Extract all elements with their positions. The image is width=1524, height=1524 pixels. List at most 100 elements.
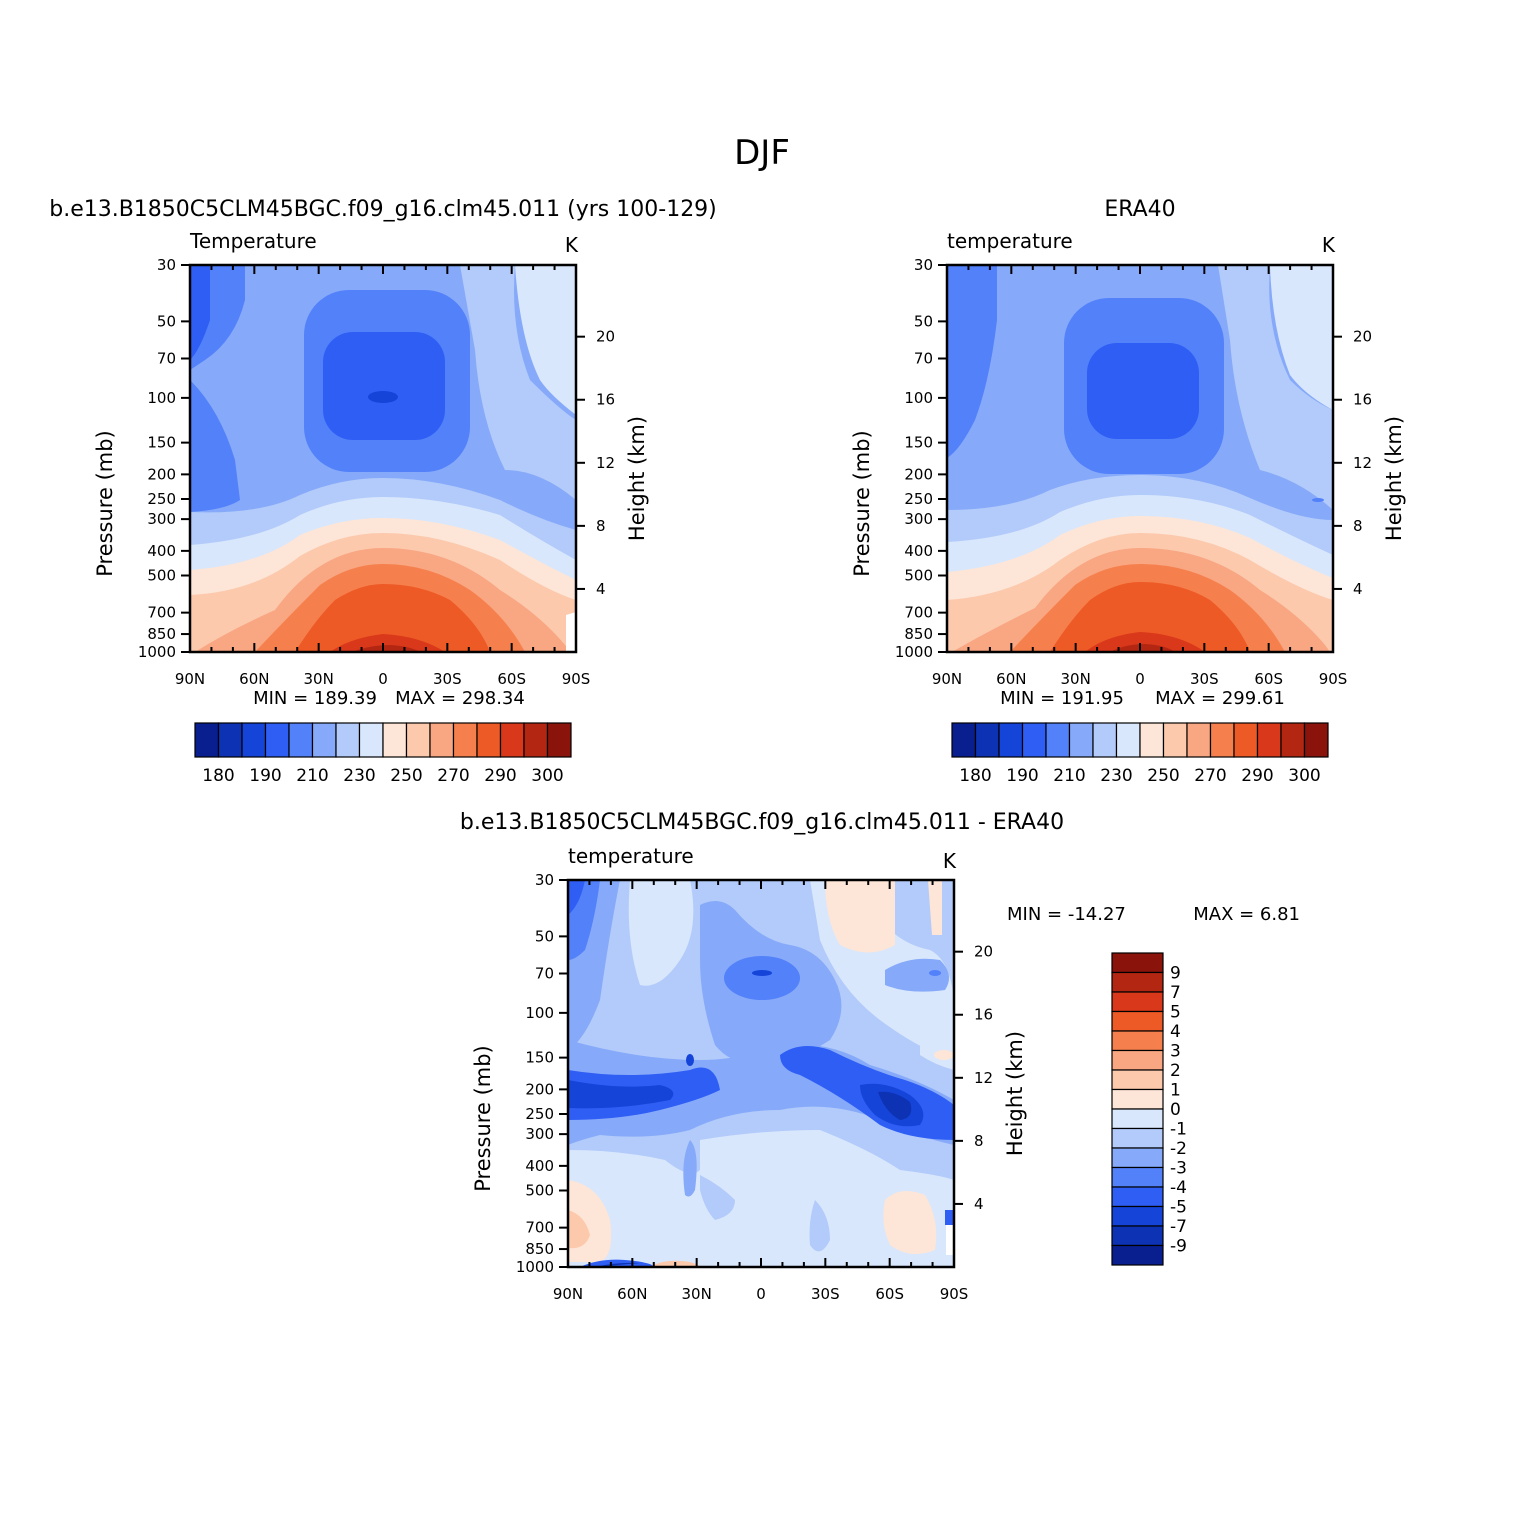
colorbar-box bbox=[998, 722, 1024, 758]
colorbar-box bbox=[405, 722, 431, 758]
y-tick-label: 400 bbox=[525, 1157, 554, 1175]
colorbar-label: 3 bbox=[1170, 1042, 1181, 1062]
x-tick-label: 90N bbox=[175, 670, 205, 688]
colorbar-label: 230 bbox=[1100, 766, 1132, 786]
y-tick-label: 700 bbox=[147, 604, 176, 622]
y-tick-label: 150 bbox=[147, 434, 176, 452]
colorbar-box bbox=[264, 722, 290, 758]
y-tick-label: 700 bbox=[904, 604, 933, 622]
y-tick-label: 150 bbox=[904, 434, 933, 452]
panel-diff-max: MAX = 6.81 bbox=[1193, 904, 1300, 925]
colorbar-box bbox=[1111, 971, 1164, 993]
y-tick-label: 70 bbox=[535, 965, 554, 983]
colorbar-box bbox=[288, 722, 314, 758]
colorbar-box bbox=[974, 722, 1000, 758]
colorbar-label: -2 bbox=[1170, 1139, 1187, 1159]
y-right-tick-label: 4 bbox=[596, 580, 606, 598]
colorbar-label: 290 bbox=[1241, 766, 1273, 786]
colorbar-box bbox=[1111, 952, 1164, 974]
colorbar-box bbox=[1045, 722, 1071, 758]
y-tick-label: 850 bbox=[147, 625, 176, 643]
y-tick-label: 200 bbox=[525, 1080, 554, 1098]
colorbar-label: -7 bbox=[1170, 1217, 1187, 1237]
colorbar-box bbox=[499, 722, 525, 758]
colorbar-label: 270 bbox=[437, 766, 469, 786]
colorbar-box bbox=[335, 722, 361, 758]
colorbar-label: 210 bbox=[1053, 766, 1085, 786]
y-right-tick-label: 8 bbox=[596, 517, 606, 535]
panel-model-colorbar: 180 190 210 230 250 270 290 300 bbox=[194, 722, 572, 786]
y-tick-label: 250 bbox=[904, 490, 933, 508]
colorbar-box bbox=[1115, 722, 1141, 758]
colorbar-box bbox=[1256, 722, 1282, 758]
colorbar-label: 180 bbox=[959, 766, 991, 786]
y-right-tick-label: 20 bbox=[596, 328, 615, 346]
y-tick-label: 50 bbox=[914, 312, 933, 330]
y-right-axis-title: Height (km) bbox=[625, 416, 649, 541]
y-tick-label: 50 bbox=[157, 312, 176, 330]
y-tick-label: 250 bbox=[525, 1105, 554, 1123]
colorbar-label: 290 bbox=[484, 766, 516, 786]
panel-obs-units: K bbox=[1322, 233, 1336, 257]
panel-diff-subtitle: b.e13.B1850C5CLM45BGC.f09_g16.clm45.011 … bbox=[460, 810, 1064, 835]
y-axis-title: Pressure (mb) bbox=[850, 430, 874, 577]
panel-diff: b.e13.B1850C5CLM45BGC.f09_g16.clm45.011 … bbox=[460, 810, 1300, 1303]
colorbar-box bbox=[1139, 722, 1165, 758]
colorbar-box bbox=[1111, 1069, 1164, 1091]
y-right-tick-label: 4 bbox=[1353, 580, 1363, 598]
x-tick-label: 60N bbox=[239, 670, 269, 688]
y-right-tick-label: 12 bbox=[596, 454, 615, 472]
colorbar-box bbox=[217, 722, 243, 758]
colorbar-box bbox=[1111, 1088, 1164, 1110]
panel-model-subtitle: b.e13.B1850C5CLM45BGC.f09_g16.clm45.011 … bbox=[49, 197, 717, 222]
panel-model-min: MIN = 189.39 bbox=[253, 688, 377, 709]
colorbar-box bbox=[429, 722, 455, 758]
y-tick-label: 500 bbox=[525, 1182, 554, 1200]
colorbar-box bbox=[523, 722, 549, 758]
y-tick-label: 250 bbox=[147, 490, 176, 508]
x-tick-label: 0 bbox=[378, 670, 388, 688]
colorbar-label: 9 bbox=[1170, 964, 1181, 984]
y-tick-label: 300 bbox=[904, 510, 933, 528]
colorbar-label: 300 bbox=[531, 766, 563, 786]
colorbar-box bbox=[311, 722, 337, 758]
y-tick-label: 30 bbox=[535, 871, 554, 889]
colorbar-label: -1 bbox=[1170, 1120, 1187, 1140]
x-tick-label: 90S bbox=[1319, 670, 1348, 688]
y-tick-label: 300 bbox=[525, 1125, 554, 1143]
y-right-tick-label: 8 bbox=[1353, 517, 1363, 535]
y-right-tick-label: 20 bbox=[974, 943, 993, 961]
colorbar-box bbox=[1092, 722, 1118, 758]
y-right-tick-label: 8 bbox=[974, 1132, 984, 1150]
panel-diff-contours bbox=[568, 880, 954, 1267]
y-tick-label: 200 bbox=[904, 465, 933, 483]
colorbar-label: 210 bbox=[296, 766, 328, 786]
panel-diff-axes: 90N 60N 30N 0 30S 60S 90S 30 50 70 100 150 200 250 300… bbox=[471, 871, 1027, 1303]
x-tick-label: 30N bbox=[1061, 670, 1091, 688]
x-tick-label: 60S bbox=[875, 1285, 904, 1303]
y-right-axis-title: Height (km) bbox=[1382, 416, 1406, 541]
panel-diff-variable: temperature bbox=[568, 844, 694, 868]
x-tick-label: 30S bbox=[811, 1285, 840, 1303]
colorbar-label: -4 bbox=[1170, 1178, 1187, 1198]
y-tick-label: 100 bbox=[147, 389, 176, 407]
panel-obs-axes: 90N 60N 30N 0 30S 60S 90S 30 50 70 100 150 200 250 300… bbox=[850, 256, 1406, 688]
y-right-tick-label: 16 bbox=[974, 1006, 993, 1024]
y-right-tick-label: 12 bbox=[974, 1069, 993, 1087]
colorbar-box bbox=[452, 722, 478, 758]
panel-diff-min: MIN = -14.27 bbox=[1007, 904, 1126, 925]
y-tick-label: 70 bbox=[157, 350, 176, 368]
colorbar-box bbox=[1021, 722, 1047, 758]
colorbar-label: 5 bbox=[1170, 1003, 1181, 1023]
colorbar-box bbox=[1111, 991, 1164, 1013]
colorbar-label: 230 bbox=[343, 766, 375, 786]
colorbar-label: 2 bbox=[1170, 1061, 1181, 1081]
y-tick-label: 150 bbox=[525, 1049, 554, 1067]
colorbar-box bbox=[1111, 1108, 1164, 1130]
colorbar-label: 190 bbox=[249, 766, 281, 786]
y-tick-label: 500 bbox=[147, 567, 176, 585]
x-tick-label: 0 bbox=[756, 1285, 766, 1303]
panel-obs-contours bbox=[947, 265, 1333, 652]
panel-obs-min: MIN = 191.95 bbox=[1000, 688, 1124, 709]
y-right-tick-label: 4 bbox=[974, 1195, 984, 1213]
